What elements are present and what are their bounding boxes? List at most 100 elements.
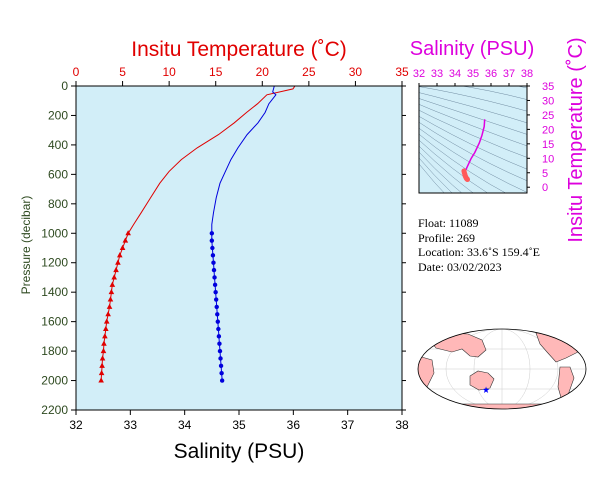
temperature-marker [98, 369, 105, 376]
temperature-marker [111, 274, 117, 280]
salinity-marker [218, 363, 224, 369]
salinity-marker [218, 356, 223, 361]
ts-density-contours [419, 86, 527, 193]
bottom-axis-tick-label: 36 [287, 418, 301, 432]
temperature-marker [108, 288, 115, 295]
top-axis-tick-label: 10 [162, 65, 176, 79]
top-axis-tick-label: 5 [119, 65, 126, 79]
ts-deep-point [464, 176, 471, 183]
profile-number-line: Profile: 269 [418, 230, 475, 245]
salinity-marker [212, 275, 217, 280]
bottom-axis-tick-label: 32 [69, 418, 83, 432]
left-axis-tick-label: 600 [48, 167, 68, 181]
temperature-marker [115, 259, 121, 265]
bottom-axis-tick-label: 35 [232, 418, 246, 432]
left-axis-tick-label: 400 [48, 138, 68, 152]
left-axis-tick-label: 200 [48, 108, 68, 122]
bottom-axis-tick-label: 38 [395, 418, 409, 432]
temperature-marker [102, 333, 108, 339]
salinity-marker [215, 312, 220, 317]
salinity-marker [210, 253, 216, 258]
float-location-marker: ★ [482, 385, 490, 395]
ts-y-tick-label: 30 [542, 95, 554, 107]
south-america-landmass [557, 366, 575, 402]
salinity-marker [209, 238, 215, 243]
left-axis-tick-label: 1800 [41, 344, 68, 358]
temperature-marker [106, 303, 113, 309]
ts-y-tick-label: 15 [542, 139, 554, 151]
profile-plot-ticks: 0 5 10 15 20 25 30 35 32 33 34 35 36 37 38 0 200 400 600 80… [41, 65, 409, 432]
salinity-marker [214, 304, 219, 310]
ts-diagram-background [419, 86, 527, 193]
ts-x-tick-label: 34 [449, 68, 461, 80]
density-contour [419, 127, 527, 193]
salinity-marker [211, 267, 217, 273]
salinity-marker [219, 378, 225, 383]
temperature-marker [125, 230, 131, 236]
temperature-marker [113, 266, 119, 273]
left-axis-tick-label: 1600 [41, 315, 68, 329]
temperature-marker [122, 237, 129, 243]
ts-y-tick-label: 10 [542, 153, 554, 165]
location-line: Location: 33.6˚S 159.4˚E [418, 245, 540, 259]
salinity-profile-line [211, 85, 277, 234]
salinity-marker [217, 341, 222, 346]
density-contour [419, 104, 527, 147]
ts-x-tick-label: 32 [413, 68, 425, 80]
top-axis-tick-label: 20 [256, 65, 270, 79]
temperature-marker [109, 281, 116, 287]
top-axis-tick-label: 35 [395, 65, 409, 79]
date-line: Date: 03/02/2023 [418, 259, 502, 274]
bottom-axis-tick-label: 33 [124, 418, 138, 432]
temperature-marker [100, 347, 107, 354]
temperature-marker [98, 377, 104, 383]
left-axis-title: Pressure (decibar) [19, 196, 33, 295]
density-contour [419, 122, 527, 182]
salinity-marker [216, 334, 222, 339]
left-axis-tick-label: 0 [61, 79, 68, 93]
temperature-marker [116, 252, 123, 258]
left-axis-tick-label: 1400 [41, 285, 68, 299]
top-axis-title: Insitu Temperature (˚C) [131, 38, 347, 61]
temperature-marker [107, 296, 114, 302]
africa-landmass [418, 355, 435, 390]
ts-diagram-frame [418, 85, 528, 194]
left-axis-tick-label: 1000 [41, 226, 68, 240]
ts-y-tick-label: 0 [542, 182, 548, 194]
salinity-marker [217, 348, 223, 354]
density-contour [419, 92, 527, 124]
ts-diagram: 32 33 34 35 36 37 38 0 5 10 15 20 25 30 35 Salinity (P… [410, 37, 587, 242]
left-axis-tick-label: 1200 [41, 256, 68, 270]
ts-y-axis-title: Insitu Temperature (˚C) [565, 37, 587, 242]
density-contour [419, 139, 489, 193]
ts-trace-line [464, 119, 486, 174]
density-contour [419, 86, 527, 112]
temperature-profile-line [127, 85, 296, 234]
salinity-marker [213, 297, 219, 302]
ts-y-tick-label: 35 [542, 81, 554, 93]
map-outline [417, 328, 587, 410]
float-id-line: Float: 11089 [418, 216, 479, 230]
ts-x-tick-label: 36 [485, 68, 497, 80]
ts-x-axis-title: Salinity (PSU) [410, 38, 534, 60]
ts-y-tick-label: 5 [542, 168, 548, 180]
top-axis-tick-label: 15 [209, 65, 223, 79]
left-axis-tick-label: 800 [48, 197, 68, 211]
salinity-marker [215, 319, 221, 324]
temperature-marker [99, 355, 106, 361]
temperature-marker [99, 362, 105, 368]
salinity-marker [210, 245, 215, 251]
salinity-marker [211, 260, 216, 265]
salinity-marker [213, 289, 218, 295]
profile-plot-series [98, 85, 296, 383]
top-axis-tick-label: 30 [349, 65, 363, 79]
bottom-axis-tick-label: 37 [341, 418, 355, 432]
float-info: Float: 11089 Profile: 269 Location: 33.6… [418, 216, 540, 274]
temperature-marker [101, 340, 107, 346]
ts-diagram-ticks: 32 33 34 35 36 37 38 0 5 10 15 20 25 30 35 [413, 68, 554, 194]
left-axis-tick-label: 2200 [41, 403, 68, 417]
ts-x-tick-label: 38 [521, 68, 533, 80]
ts-x-tick-label: 33 [431, 68, 443, 80]
density-contour [419, 145, 474, 193]
profile-plot-frame [75, 85, 403, 411]
